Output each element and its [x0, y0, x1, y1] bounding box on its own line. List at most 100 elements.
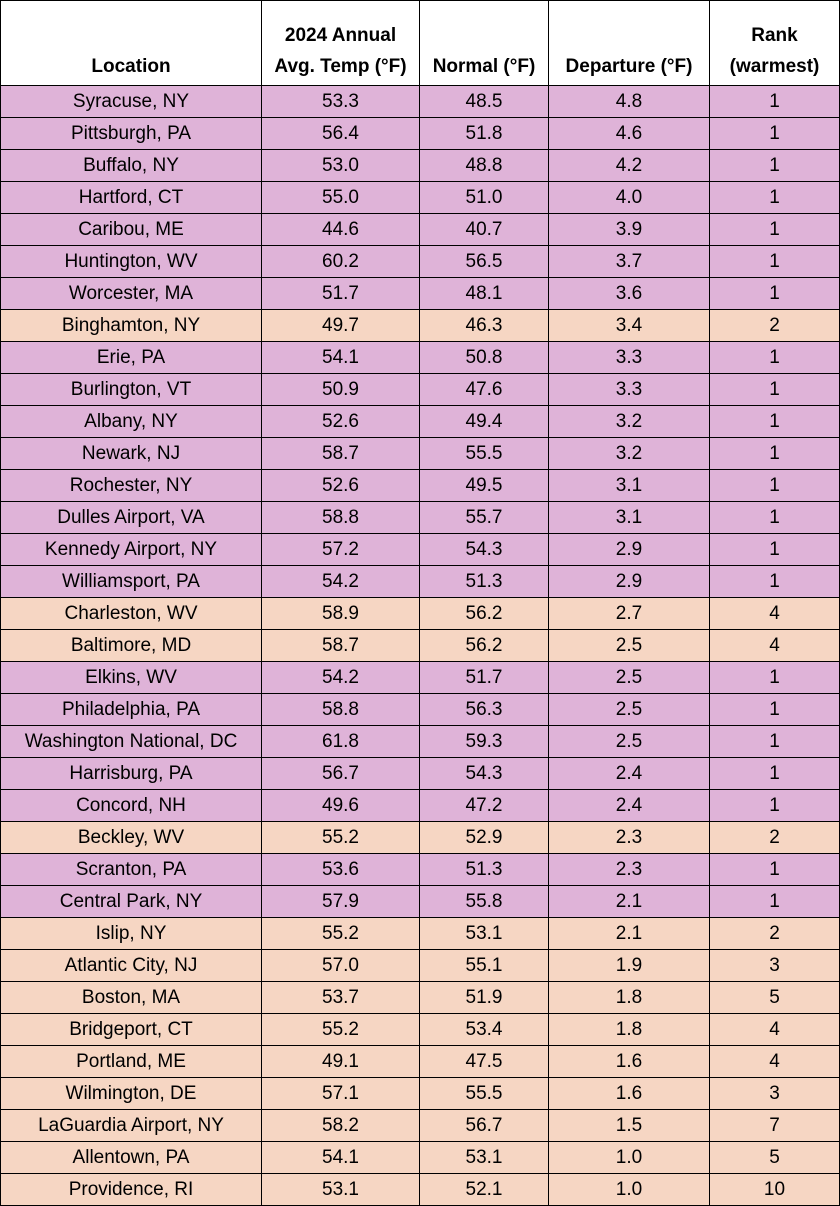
- header-cell: Location: [0, 0, 262, 86]
- value-cell: 1: [710, 86, 840, 118]
- location-cell: Williamsport, PA: [0, 566, 262, 598]
- value-cell: 2: [710, 918, 840, 950]
- header-text: Location: [91, 56, 171, 77]
- value-cell: 2.4: [549, 758, 710, 790]
- value-cell: 48.1: [420, 278, 549, 310]
- value-cell: 56.4: [262, 118, 420, 150]
- value-cell: 52.6: [262, 406, 420, 438]
- location-cell: Allentown, PA: [0, 1142, 262, 1174]
- value-cell: 57.1: [262, 1078, 420, 1110]
- value-cell: 3.1: [549, 470, 710, 502]
- value-cell: 54.1: [262, 1142, 420, 1174]
- value-cell: 1: [710, 118, 840, 150]
- value-cell: 5: [710, 982, 840, 1014]
- value-cell: 4.6: [549, 118, 710, 150]
- value-cell: 57.2: [262, 534, 420, 566]
- value-cell: 54.3: [420, 534, 549, 566]
- value-cell: 4: [710, 1046, 840, 1078]
- value-cell: 52.9: [420, 822, 549, 854]
- value-cell: 1: [710, 790, 840, 822]
- value-cell: 53.0: [262, 150, 420, 182]
- location-cell: Kennedy Airport, NY: [0, 534, 262, 566]
- value-cell: 3.4: [549, 310, 710, 342]
- value-cell: 58.2: [262, 1110, 420, 1142]
- value-cell: 50.8: [420, 342, 549, 374]
- header-text: Normal (°F): [432, 56, 536, 77]
- location-cell: Worcester, MA: [0, 278, 262, 310]
- value-cell: 1: [710, 214, 840, 246]
- value-cell: 4: [710, 630, 840, 662]
- value-cell: 2.3: [549, 822, 710, 854]
- location-cell: LaGuardia Airport, NY: [0, 1110, 262, 1142]
- location-cell: Beckley, WV: [0, 822, 262, 854]
- value-cell: 46.3: [420, 310, 549, 342]
- location-cell: Erie, PA: [0, 342, 262, 374]
- value-cell: 2.5: [549, 726, 710, 758]
- value-cell: 49.1: [262, 1046, 420, 1078]
- value-cell: 57.0: [262, 950, 420, 982]
- value-cell: 2: [710, 310, 840, 342]
- location-cell: Newark, NJ: [0, 438, 262, 470]
- value-cell: 51.3: [420, 566, 549, 598]
- value-cell: 1: [710, 342, 840, 374]
- location-cell: Central Park, NY: [0, 886, 262, 918]
- value-cell: 58.9: [262, 598, 420, 630]
- value-cell: 1: [710, 726, 840, 758]
- location-cell: Albany, NY: [0, 406, 262, 438]
- value-cell: 53.7: [262, 982, 420, 1014]
- value-cell: 52.1: [420, 1174, 549, 1206]
- value-cell: 2.9: [549, 534, 710, 566]
- value-cell: 3.2: [549, 438, 710, 470]
- value-cell: 1: [710, 566, 840, 598]
- value-cell: 54.3: [420, 758, 549, 790]
- value-cell: 58.7: [262, 438, 420, 470]
- location-cell: Pittsburgh, PA: [0, 118, 262, 150]
- value-cell: 56.2: [420, 630, 549, 662]
- location-cell: Harrisburg, PA: [0, 758, 262, 790]
- header-text: Departure (°F): [565, 56, 693, 77]
- value-cell: 3.6: [549, 278, 710, 310]
- value-cell: 56.5: [420, 246, 549, 278]
- value-cell: 55.0: [262, 182, 420, 214]
- value-cell: 47.5: [420, 1046, 549, 1078]
- value-cell: 1: [710, 886, 840, 918]
- value-cell: 1.0: [549, 1142, 710, 1174]
- value-cell: 55.1: [420, 950, 549, 982]
- value-cell: 2.9: [549, 566, 710, 598]
- value-cell: 53.6: [262, 854, 420, 886]
- value-cell: 1: [710, 438, 840, 470]
- value-cell: 55.5: [420, 438, 549, 470]
- location-cell: Charleston, WV: [0, 598, 262, 630]
- location-cell: Rochester, NY: [0, 470, 262, 502]
- header-text: Rank: [751, 25, 798, 46]
- value-cell: 1: [710, 278, 840, 310]
- value-cell: 1: [710, 246, 840, 278]
- value-cell: 51.8: [420, 118, 549, 150]
- value-cell: 44.6: [262, 214, 420, 246]
- value-cell: 1: [710, 502, 840, 534]
- value-cell: 54.2: [262, 662, 420, 694]
- value-cell: 51.0: [420, 182, 549, 214]
- value-cell: 55.5: [420, 1078, 549, 1110]
- location-cell: Elkins, WV: [0, 662, 262, 694]
- value-cell: 2.5: [549, 630, 710, 662]
- value-cell: 2.7: [549, 598, 710, 630]
- value-cell: 52.6: [262, 470, 420, 502]
- location-cell: Huntington, WV: [0, 246, 262, 278]
- value-cell: 1.6: [549, 1046, 710, 1078]
- value-cell: 40.7: [420, 214, 549, 246]
- value-cell: 1.0: [549, 1174, 710, 1206]
- value-cell: 61.8: [262, 726, 420, 758]
- value-cell: 51.9: [420, 982, 549, 1014]
- value-cell: 1: [710, 406, 840, 438]
- value-cell: 1.5: [549, 1110, 710, 1142]
- value-cell: 59.3: [420, 726, 549, 758]
- value-cell: 3.7: [549, 246, 710, 278]
- value-cell: 56.2: [420, 598, 549, 630]
- value-cell: 55.2: [262, 1014, 420, 1046]
- value-cell: 50.9: [262, 374, 420, 406]
- value-cell: 53.1: [420, 918, 549, 950]
- value-cell: 49.5: [420, 470, 549, 502]
- value-cell: 2: [710, 822, 840, 854]
- location-cell: Dulles Airport, VA: [0, 502, 262, 534]
